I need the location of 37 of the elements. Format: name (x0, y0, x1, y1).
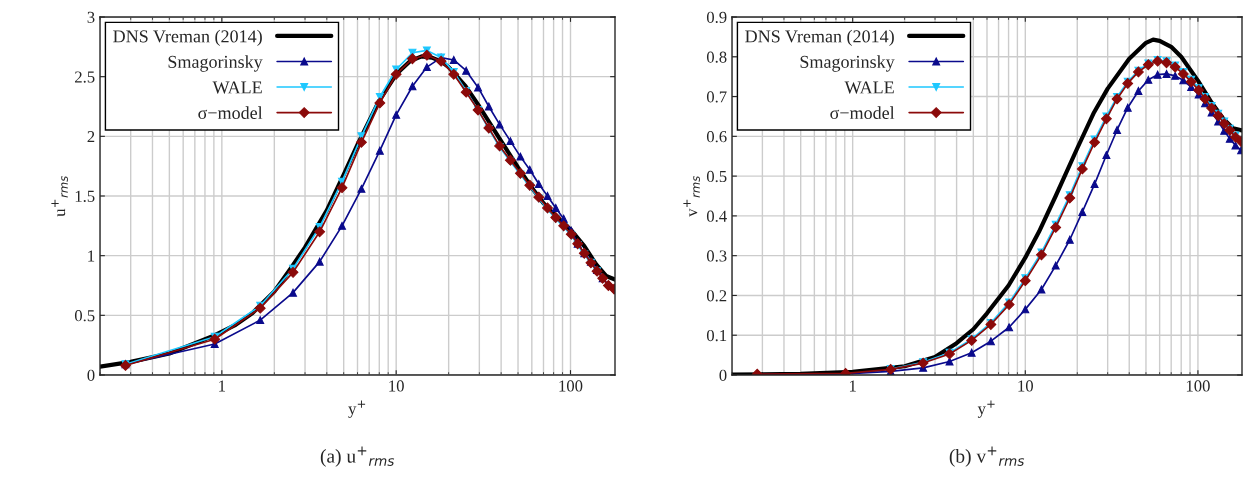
legend-label: DNS Vreman (2014) (745, 29, 894, 47)
y-axis-title: v$^{+}$$_{rms}$ (683, 175, 700, 217)
x-tick-label: 10 (389, 380, 404, 392)
y-tick-label: 2.5 (75, 71, 95, 83)
legend-label: WALE (844, 81, 894, 94)
y-tick-label: 1 (88, 250, 95, 262)
text: (b) v$^{+}$$_{rms}$ (949, 446, 1025, 467)
y-tick-label: 0.6 (706, 131, 727, 143)
y-tick-label: 0.7 (706, 91, 727, 103)
legend-label: WALE (212, 81, 262, 94)
y-tick-label: 0.5 (74, 310, 95, 322)
y-tick-label: 2 (87, 131, 95, 143)
y-tick-label: 0.3 (706, 250, 727, 262)
x-axis-title: y$^{+}$ (348, 400, 366, 418)
y-tick-label: 3 (87, 11, 95, 23)
x-tick-label: 1 (219, 380, 226, 392)
y-tick-label: 0.4 (706, 210, 727, 222)
x-axis-title: y$^{+}$ (977, 400, 995, 418)
y-axis-title: u$^{+}$$_{rms}$ (51, 175, 68, 217)
x-tick-label: 100 (1186, 380, 1210, 392)
legend-label: DNS Vreman (2014) (113, 29, 262, 47)
y-tick-label: 0.1 (706, 329, 727, 342)
legend-label: Smagorinsky (168, 55, 263, 72)
y-tick-label: 0.8 (706, 51, 727, 63)
x-tick-label: 10 (1018, 380, 1033, 392)
y-tick-label: 0 (719, 369, 727, 381)
y-tick-label: 1.5 (75, 190, 95, 203)
legend-label: σ−model (830, 106, 895, 120)
y-tick-label: 0.5 (706, 170, 727, 183)
text: (a) u$^{+}$$_{rms}$ (320, 446, 395, 467)
legend-label: σ−model (198, 106, 263, 120)
y-tick-label: 0.9 (706, 11, 727, 24)
x-tick-label: 1 (849, 380, 856, 392)
y-tick-label: 0 (87, 369, 95, 381)
x-tick-label: 100 (559, 380, 583, 392)
y-tick-label: 0.2 (706, 290, 727, 302)
legend-label: Smagorinsky (800, 55, 895, 72)
